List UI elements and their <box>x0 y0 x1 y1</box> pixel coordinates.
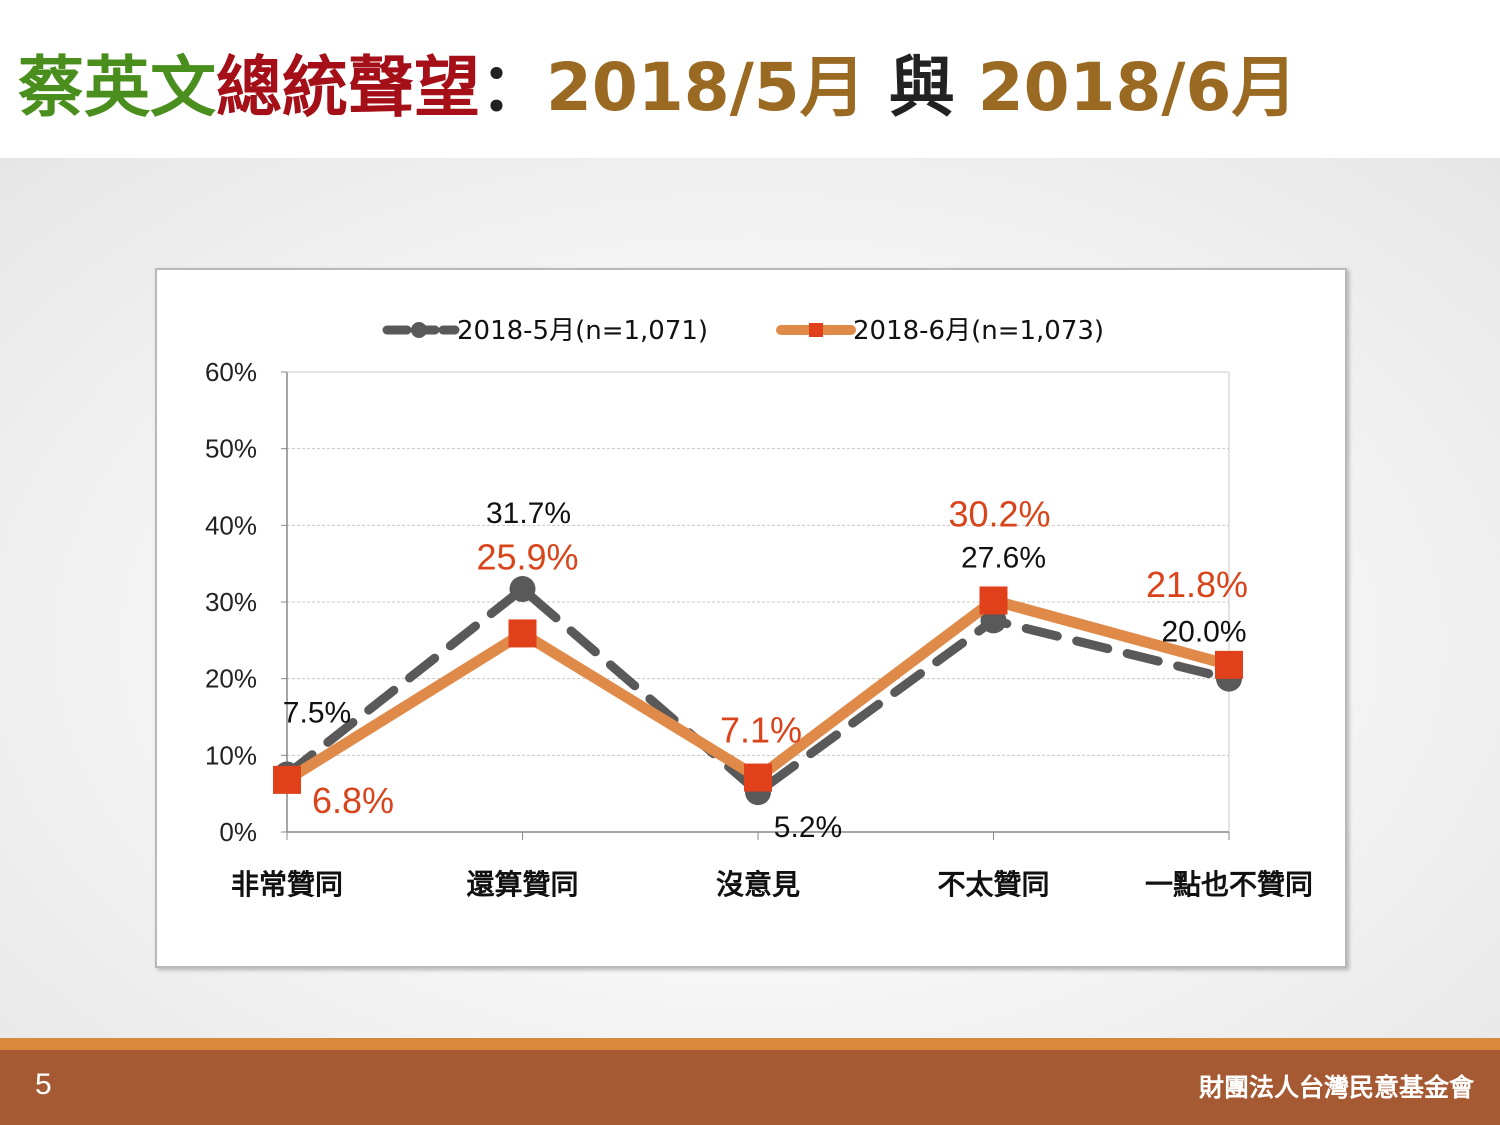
title-date-2: 2018/6月 <box>977 49 1298 126</box>
y-tick-label: 30% <box>205 587 257 617</box>
chart-panel: 0% 10% 20% 30% 40% 50% 60% 非常贊同 還算贊同 沒意見 不太贊同 一點也不贊… <box>155 268 1347 968</box>
series-june-line <box>284 594 1231 785</box>
y-tick-label: 20% <box>205 664 257 694</box>
x-tick-label: 一點也不贊同 <box>1145 868 1313 901</box>
footer-stripe <box>0 1038 1500 1050</box>
data-label-may: 5.2% <box>774 811 842 844</box>
legend-label-may: 2018-5月(n=1,071) <box>457 316 708 346</box>
title-colon: ： <box>480 49 546 126</box>
y-tick-label: 60% <box>205 357 257 387</box>
series-june-point <box>1215 650 1243 679</box>
footer-bar <box>0 1050 1500 1125</box>
data-label-june: 7.1% <box>720 710 802 751</box>
title-topic: 總統聲望 <box>216 49 480 126</box>
slide-title: 蔡英文總統聲望：2018/5月 與 2018/6月 <box>18 38 1297 138</box>
x-tick-label: 沒意見 <box>716 868 800 901</box>
data-label-june: 30.2% <box>948 493 1050 534</box>
data-label-june: 25.9% <box>476 536 578 577</box>
data-label-june: 21.8% <box>1146 564 1248 605</box>
y-tick-label: 0% <box>219 817 257 847</box>
series-june-point <box>979 586 1008 615</box>
y-tick-label: 10% <box>205 740 257 770</box>
legend-label-june: 2018-6月(n=1,073) <box>853 316 1104 346</box>
y-tick-label: 40% <box>205 510 257 540</box>
legend-marker-june <box>809 323 823 337</box>
data-label-may: 7.5% <box>283 697 351 730</box>
x-tick-label: 還算贊同 <box>466 868 578 901</box>
title-date-1: 2018/5月 <box>546 49 866 126</box>
x-tick-label: 非常贊同 <box>231 868 343 901</box>
title-name: 蔡英文 <box>18 49 216 126</box>
line-chart: 0% 10% 20% 30% 40% 50% 60% 非常贊同 還算贊同 沒意見 不太贊同 一點也不贊… <box>205 316 1313 901</box>
y-tick-label: 50% <box>205 434 257 464</box>
series-may-point <box>509 575 536 602</box>
series-june-point <box>508 619 537 648</box>
organization-name: 財團法人台灣民意基金會 <box>1198 1073 1474 1102</box>
x-tick-label: 不太贊同 <box>937 868 1049 901</box>
data-label-may: 31.7% <box>486 497 571 530</box>
series-june-point <box>744 763 772 792</box>
series-june-point <box>273 765 301 794</box>
legend-marker-may <box>411 322 427 338</box>
data-label-may: 20.0% <box>1161 616 1246 649</box>
title-conjunction: 與 <box>888 49 955 126</box>
slide-header: 蔡英文總統聲望：2018/5月 與 2018/6月 <box>0 0 1500 158</box>
data-label-may: 27.6% <box>961 541 1046 574</box>
data-label-june: 6.8% <box>312 780 394 821</box>
page-number: 5 <box>35 1068 52 1101</box>
